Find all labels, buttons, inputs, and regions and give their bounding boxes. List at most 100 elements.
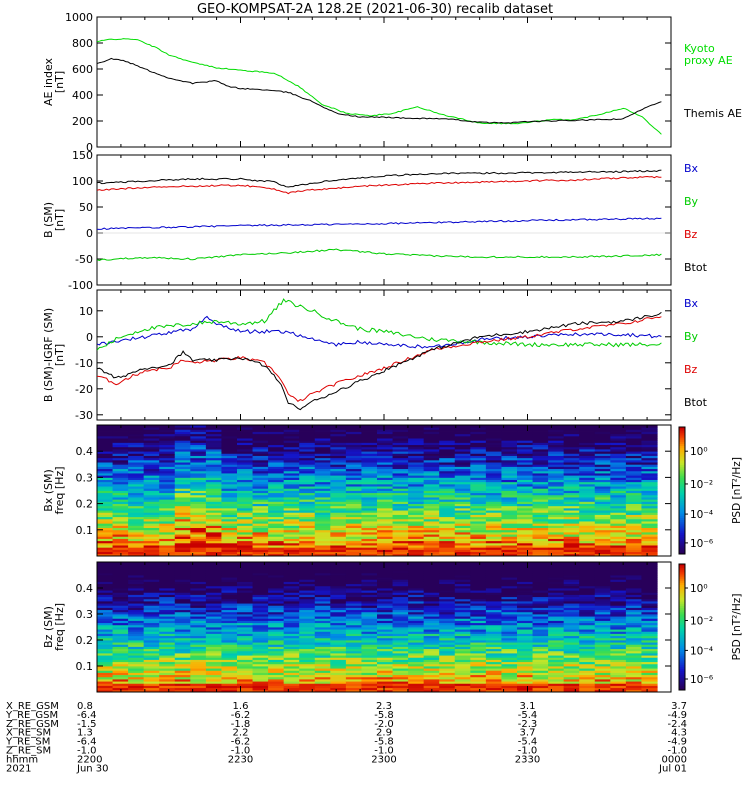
spectrogram-cell bbox=[392, 516, 409, 520]
spectrogram-cell bbox=[159, 477, 176, 480]
spectrogram-cell bbox=[454, 676, 471, 680]
spectrogram-cell bbox=[501, 687, 518, 691]
spectrogram-cell bbox=[423, 459, 440, 463]
spectrogram-cell bbox=[610, 534, 627, 537]
spectrogram-cell bbox=[361, 525, 378, 529]
spectrogram-cell bbox=[641, 473, 658, 476]
spectrogram-cell bbox=[112, 679, 129, 682]
y-axis-label-line: freq [Hz] bbox=[53, 466, 66, 514]
spectrogram-cell bbox=[548, 512, 565, 515]
spectrogram-cell bbox=[283, 566, 300, 569]
spectrogram-cell bbox=[470, 492, 487, 496]
spectrogram-cell bbox=[268, 433, 285, 437]
spectrogram-cell bbox=[143, 525, 160, 529]
spectrogram-cell bbox=[128, 687, 145, 691]
spectrogram-cell bbox=[128, 601, 145, 604]
spectrogram-cell bbox=[299, 577, 316, 580]
spectrogram-cell bbox=[392, 635, 409, 639]
spectrogram-cell bbox=[423, 446, 440, 450]
spectrogram-cell bbox=[501, 507, 518, 511]
spectrogram-cell bbox=[299, 455, 316, 459]
spectrogram-cell bbox=[190, 516, 207, 520]
spectrogram-cell bbox=[268, 518, 285, 522]
spectrogram-cell bbox=[345, 514, 363, 518]
spectrogram-cell bbox=[423, 492, 440, 496]
spectrogram-cell bbox=[532, 575, 549, 578]
spectrogram-cell bbox=[517, 566, 534, 569]
spectrogram-cell bbox=[517, 470, 534, 474]
spectrogram-cell bbox=[625, 601, 643, 604]
spectrogram-cell bbox=[361, 427, 378, 430]
spectrogram-cell bbox=[330, 683, 347, 686]
spectrogram-cell bbox=[501, 468, 518, 472]
colorbar-cell bbox=[679, 547, 685, 551]
spectrogram-cell bbox=[237, 663, 254, 667]
spectrogram-cell bbox=[268, 462, 285, 465]
spectrogram-cell bbox=[143, 503, 160, 507]
spectrogram-cell bbox=[283, 492, 300, 496]
colorbar-cell bbox=[679, 666, 685, 670]
spectrogram-cell bbox=[143, 514, 160, 518]
spectrogram-cell bbox=[517, 685, 534, 689]
spectrogram-cell bbox=[112, 481, 129, 485]
spectrogram-cell bbox=[252, 512, 269, 515]
spectrogram-cell bbox=[641, 689, 658, 693]
spectrogram-cell bbox=[97, 542, 114, 546]
spectrogram-cell bbox=[143, 466, 160, 470]
spectrogram-cell bbox=[205, 512, 223, 515]
spectrogram-cell bbox=[112, 475, 129, 478]
spectrogram-cell bbox=[190, 470, 207, 474]
spectrogram-cell bbox=[252, 640, 269, 643]
spectrogram-cell bbox=[314, 588, 331, 591]
spectrogram-cell bbox=[532, 637, 549, 641]
spectrogram-cell bbox=[314, 492, 331, 496]
spectrogram-cell bbox=[454, 516, 471, 520]
spectrogram-cell bbox=[205, 459, 223, 463]
spectrogram-cell bbox=[97, 655, 114, 658]
spectrogram-cell bbox=[392, 431, 409, 435]
spectrogram-cell bbox=[283, 470, 300, 474]
spectrogram-cell bbox=[283, 672, 300, 676]
spectrogram-cell bbox=[314, 672, 331, 676]
spectrogram-cell bbox=[579, 429, 596, 432]
spectrogram-cell bbox=[423, 473, 440, 476]
spectrogram-cell bbox=[268, 516, 285, 520]
spectrogram-cell bbox=[532, 683, 549, 686]
spectrogram-cell bbox=[610, 547, 627, 550]
spectrogram-cell bbox=[268, 512, 285, 515]
spectrogram-cell bbox=[361, 505, 378, 509]
spectrogram-cell bbox=[423, 585, 440, 589]
spectrogram-cell bbox=[314, 635, 331, 639]
spectrogram-cell bbox=[517, 551, 534, 555]
spectrogram-cell bbox=[548, 646, 565, 650]
spectrogram-cell bbox=[532, 568, 549, 572]
colorbar-cell bbox=[679, 479, 685, 483]
spectrogram-cell bbox=[408, 614, 425, 617]
spectrogram-cell bbox=[299, 564, 316, 567]
spectrogram-cell bbox=[283, 588, 300, 591]
spectrogram-cell bbox=[501, 470, 518, 474]
spectrogram-cell bbox=[128, 470, 145, 474]
spectrogram-cell bbox=[143, 427, 160, 430]
spectrogram-cell bbox=[174, 583, 191, 587]
spectrogram-cell bbox=[377, 440, 394, 443]
spectrogram-cell bbox=[579, 453, 596, 456]
spectrogram-cell bbox=[237, 442, 254, 446]
spectrogram-cell bbox=[408, 631, 425, 634]
spectrogram-cell bbox=[563, 657, 580, 660]
spectrogram-cell bbox=[485, 570, 503, 574]
spectrogram-cell bbox=[439, 429, 456, 432]
spectrogram-cell bbox=[97, 525, 114, 529]
spectrogram-cell bbox=[517, 549, 534, 553]
spectrogram-cell bbox=[190, 510, 207, 513]
spectrogram-cell bbox=[579, 594, 596, 598]
spectrogram-cell bbox=[439, 653, 456, 656]
spectrogram-cell bbox=[299, 442, 316, 446]
spectrogram-cell bbox=[377, 549, 394, 553]
spectrogram-cell bbox=[501, 570, 518, 574]
spectrogram-cell bbox=[252, 575, 269, 578]
spectrogram-cell bbox=[205, 503, 223, 507]
spectrogram-cell bbox=[594, 646, 611, 650]
spectrogram-cell bbox=[268, 497, 285, 500]
